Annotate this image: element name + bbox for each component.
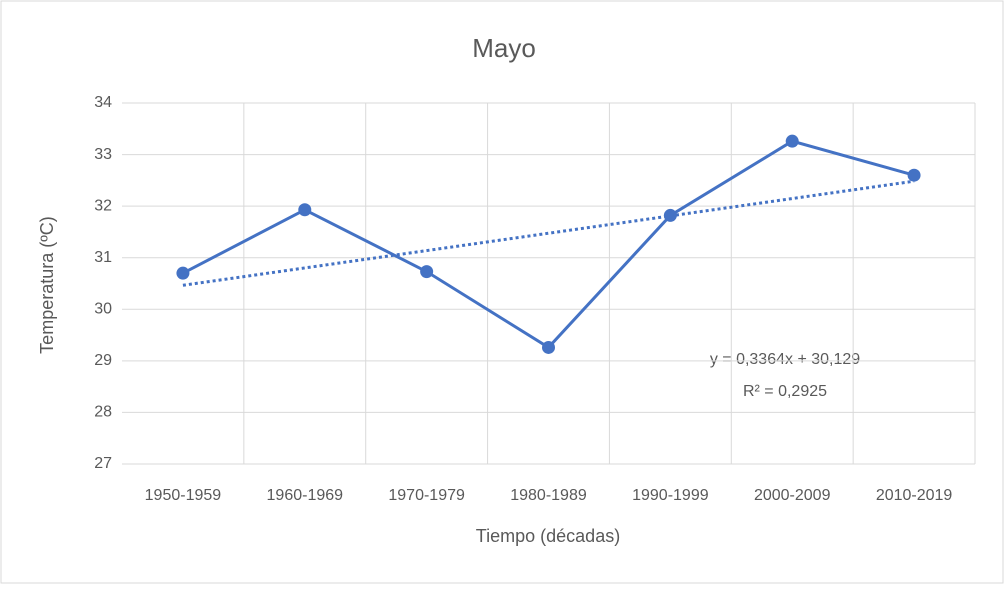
- chart-title: Mayo: [472, 33, 536, 63]
- point: [663, 208, 677, 222]
- point: [298, 203, 312, 217]
- x-tick-label: 1960-1969: [267, 487, 344, 504]
- y-tick-label: 27: [94, 455, 112, 472]
- y-axis-label: Temperatura (ºC): [37, 216, 57, 354]
- point: [176, 266, 190, 280]
- x-tick-label: 1950-1959: [145, 487, 222, 504]
- x-tick-label: 1970-1979: [388, 487, 465, 504]
- x-tick-label: 1990-1999: [632, 487, 709, 504]
- y-tick-label: 28: [94, 404, 112, 421]
- x-tick-label: 2010-2019: [876, 487, 953, 504]
- point: [420, 265, 434, 279]
- point: [907, 168, 921, 182]
- y-tick-label: 31: [94, 249, 112, 266]
- x-tick-label: 1980-1989: [510, 487, 587, 504]
- trendline-r2: R² = 0,2925: [743, 383, 827, 400]
- point: [785, 134, 799, 148]
- y-tick-label: 32: [94, 197, 112, 214]
- trendline-equation: y = 0,3364x + 30,129: [710, 351, 860, 368]
- x-axis-label: Tiempo (décadas): [476, 526, 620, 546]
- x-tick-label: 2000-2009: [754, 487, 831, 504]
- y-tick-label: 34: [94, 94, 112, 111]
- y-tick-label: 29: [94, 352, 112, 369]
- y-tick-label: 33: [94, 146, 112, 163]
- y-tick-label: 30: [94, 301, 112, 318]
- point: [542, 340, 555, 354]
